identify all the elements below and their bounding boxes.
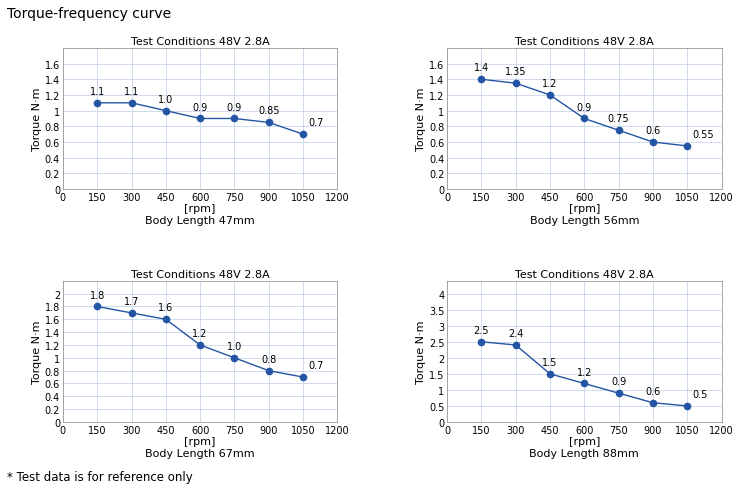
Y-axis label: Torque N·m: Torque N·m xyxy=(416,320,426,384)
Text: 1.2: 1.2 xyxy=(192,328,208,338)
Text: 0.75: 0.75 xyxy=(608,114,630,124)
Title: Test Conditions 48V 2.8A: Test Conditions 48V 2.8A xyxy=(131,37,269,47)
Text: 1.8: 1.8 xyxy=(90,290,105,300)
Text: 1.0: 1.0 xyxy=(226,341,242,351)
Text: 0.85: 0.85 xyxy=(258,106,280,116)
Text: 0.7: 0.7 xyxy=(309,118,324,128)
Y-axis label: Torque N·m: Torque N·m xyxy=(32,87,42,151)
Text: * Test data is for reference only: * Test data is for reference only xyxy=(7,470,193,483)
Title: Test Conditions 48V 2.8A: Test Conditions 48V 2.8A xyxy=(515,37,653,47)
Text: 0.9: 0.9 xyxy=(611,376,626,386)
Title: Test Conditions 48V 2.8A: Test Conditions 48V 2.8A xyxy=(515,269,653,279)
Text: 0.7: 0.7 xyxy=(309,360,324,370)
Text: 0.8: 0.8 xyxy=(261,354,276,364)
Text: 1.2: 1.2 xyxy=(542,79,558,89)
Y-axis label: Torque N·m: Torque N·m xyxy=(416,87,426,151)
Text: 0.5: 0.5 xyxy=(693,389,708,399)
Text: Torque-frequency curve: Torque-frequency curve xyxy=(7,7,172,21)
Text: 1.0: 1.0 xyxy=(158,95,173,104)
Text: 0.6: 0.6 xyxy=(645,386,661,396)
Text: 1.7: 1.7 xyxy=(124,296,139,306)
Text: 1.4: 1.4 xyxy=(474,63,489,73)
X-axis label: [rpm]
Body Length 88mm: [rpm] Body Length 88mm xyxy=(529,436,639,458)
Text: 2.5: 2.5 xyxy=(474,325,489,335)
Text: 1.6: 1.6 xyxy=(158,303,173,313)
Text: 0.6: 0.6 xyxy=(645,126,661,136)
Title: Test Conditions 48V 2.8A: Test Conditions 48V 2.8A xyxy=(131,269,269,279)
Text: 1.1: 1.1 xyxy=(124,87,139,97)
Text: 0.9: 0.9 xyxy=(192,102,208,112)
X-axis label: [rpm]
Body Length 56mm: [rpm] Body Length 56mm xyxy=(530,204,639,225)
Text: 1.2: 1.2 xyxy=(576,367,592,377)
Text: 0.9: 0.9 xyxy=(226,102,242,112)
Text: 2.4: 2.4 xyxy=(508,328,523,338)
Text: 1.5: 1.5 xyxy=(542,357,558,367)
Text: 0.55: 0.55 xyxy=(693,130,714,140)
Y-axis label: Torque N·m: Torque N·m xyxy=(32,320,42,384)
Text: 0.9: 0.9 xyxy=(576,102,592,112)
X-axis label: [rpm]
Body Length 47mm: [rpm] Body Length 47mm xyxy=(145,204,255,225)
Text: 1.1: 1.1 xyxy=(90,87,105,97)
X-axis label: [rpm]
Body Length 67mm: [rpm] Body Length 67mm xyxy=(145,436,255,458)
Text: 1.35: 1.35 xyxy=(505,67,526,77)
